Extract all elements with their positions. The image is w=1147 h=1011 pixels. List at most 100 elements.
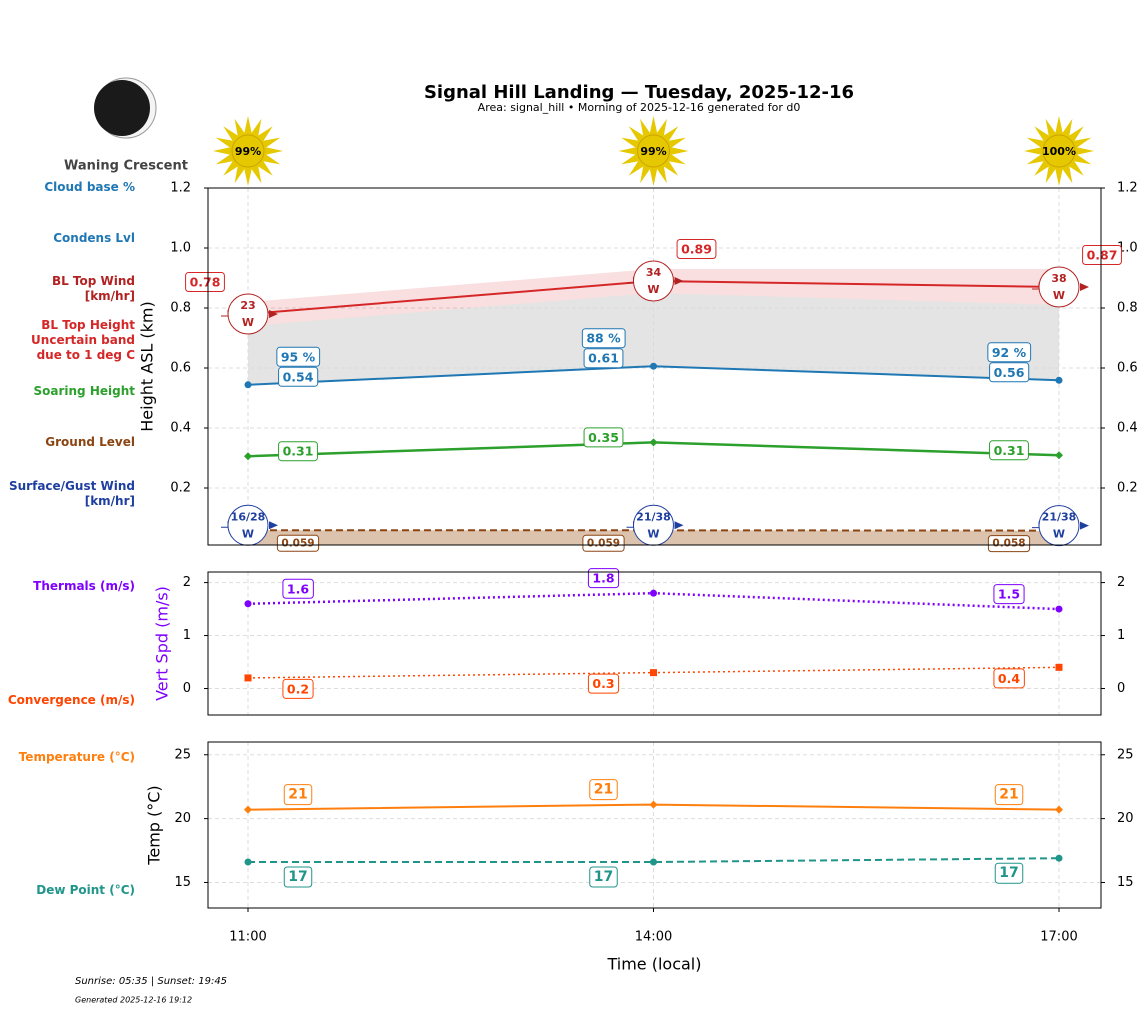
y-tick-label: 25 <box>174 747 191 762</box>
y-tick-label: 0.2 <box>170 481 191 496</box>
value-label: 0.059 <box>281 537 314 549</box>
y-tick-label: 20 <box>174 811 191 826</box>
sun-icon <box>637 134 670 168</box>
y2-tick-label: 1.2 <box>1117 181 1138 196</box>
x-tick-label: 11:00 <box>229 930 266 945</box>
value-label: 1.6 <box>287 581 309 596</box>
wind-speed: 21/38 <box>636 510 671 523</box>
wind-arrow <box>269 310 278 318</box>
side-label: Ground Level <box>45 435 135 449</box>
series-line <box>248 857 1060 864</box>
x-tick-label: 14:00 <box>635 930 672 945</box>
sun-ray <box>243 164 253 186</box>
label-box <box>987 342 1032 363</box>
label-box <box>582 534 625 552</box>
point <box>650 589 657 597</box>
point <box>1055 854 1063 862</box>
y2-tick-label: 2 <box>1117 575 1125 590</box>
label-box <box>278 366 319 387</box>
y-tick-label: 0 <box>183 681 191 696</box>
wind-circle <box>1038 505 1080 547</box>
value-label: 0.78 <box>190 275 221 290</box>
value-label: 0.87 <box>1087 248 1118 263</box>
y-tick-label: 1 <box>183 628 191 643</box>
y2-tick-label: 0 <box>1117 681 1125 696</box>
plot-frame <box>207 187 1102 546</box>
point <box>244 600 252 608</box>
sun-label: 99% <box>235 145 261 158</box>
wind-speed: 21/38 <box>1042 511 1077 524</box>
point <box>244 452 252 461</box>
y-tick-label: 15 <box>174 875 191 890</box>
wind-direction: W <box>647 283 659 296</box>
label-box <box>587 673 620 694</box>
wind-arrow <box>1080 283 1089 291</box>
point <box>1055 605 1063 613</box>
label-box <box>989 362 1030 383</box>
label-box <box>283 784 313 806</box>
wind-barb <box>221 521 229 528</box>
x-tick-label: 17:00 <box>1040 930 1077 945</box>
y-tick-label: 0.4 <box>170 421 191 436</box>
label-box <box>987 535 1031 553</box>
value-label: 95 % <box>281 349 316 364</box>
label-box <box>276 534 320 552</box>
label-box <box>278 441 318 462</box>
side-label: Surface/Gust Wind [km/hr] <box>9 479 135 508</box>
wind-arrow <box>674 521 684 530</box>
wind-direction: W <box>242 527 254 540</box>
value-label: 0.35 <box>588 430 619 445</box>
wind-circle <box>633 260 674 302</box>
wind-barb <box>221 310 229 317</box>
sun-ray <box>1072 146 1094 156</box>
sun-ray <box>213 146 235 156</box>
sun-icon <box>231 134 265 168</box>
y-tick-label: 0.6 <box>170 361 191 376</box>
point <box>244 858 252 866</box>
y-axis-title: Height ASL (km) <box>138 301 157 431</box>
label-box <box>276 346 321 367</box>
y2-tick-label: 15 <box>1117 875 1134 890</box>
cloud-layer-area <box>248 293 1059 385</box>
side-label: Dew Point (°C) <box>36 883 135 897</box>
value-label: 0.31 <box>283 444 314 459</box>
wind-speed: 16/28 <box>231 510 266 523</box>
value-label: 0.31 <box>994 443 1025 458</box>
value-label: 21 <box>288 787 307 803</box>
wind-speed: 23 <box>240 299 255 312</box>
label-box <box>282 678 314 699</box>
x-axis-title: Time (local) <box>606 955 701 974</box>
side-label: Cloud base % <box>44 180 135 194</box>
y-tick-label: 1.0 <box>170 241 191 256</box>
y-axis-title: Vert Spd (m/s) <box>153 586 172 701</box>
value-label: 0.3 <box>592 676 614 691</box>
point <box>244 381 252 389</box>
wind-direction: W <box>242 316 254 329</box>
point <box>650 362 657 370</box>
label-box <box>993 584 1025 605</box>
wind-circle <box>1038 266 1080 308</box>
generated-note: Generated 2025-12-16 19:12 <box>75 996 192 1005</box>
value-label: 0.56 <box>994 365 1025 380</box>
wind-arrow <box>1080 521 1089 530</box>
label-box <box>583 427 624 448</box>
label-box <box>581 328 626 349</box>
sun-icon <box>1042 134 1076 168</box>
label-box <box>589 866 618 888</box>
label-box <box>993 668 1025 689</box>
value-label: 21 <box>594 782 613 798</box>
y2-tick-label: 0.2 <box>1117 481 1138 496</box>
y2-tick-label: 1 <box>1117 628 1125 643</box>
y2-tick-label: 0.8 <box>1117 301 1138 316</box>
label-box <box>1082 245 1122 265</box>
side-label: Temperature (°C) <box>18 750 135 764</box>
wind-speed: 38 <box>1051 272 1066 285</box>
label-box <box>589 779 618 801</box>
value-label: 1.5 <box>998 587 1020 602</box>
value-label: 88 % <box>586 331 621 346</box>
sun-ray <box>1054 164 1064 186</box>
y-tick-label: 0.8 <box>170 301 191 316</box>
label-box <box>583 348 624 369</box>
sun-ray <box>1024 146 1046 156</box>
